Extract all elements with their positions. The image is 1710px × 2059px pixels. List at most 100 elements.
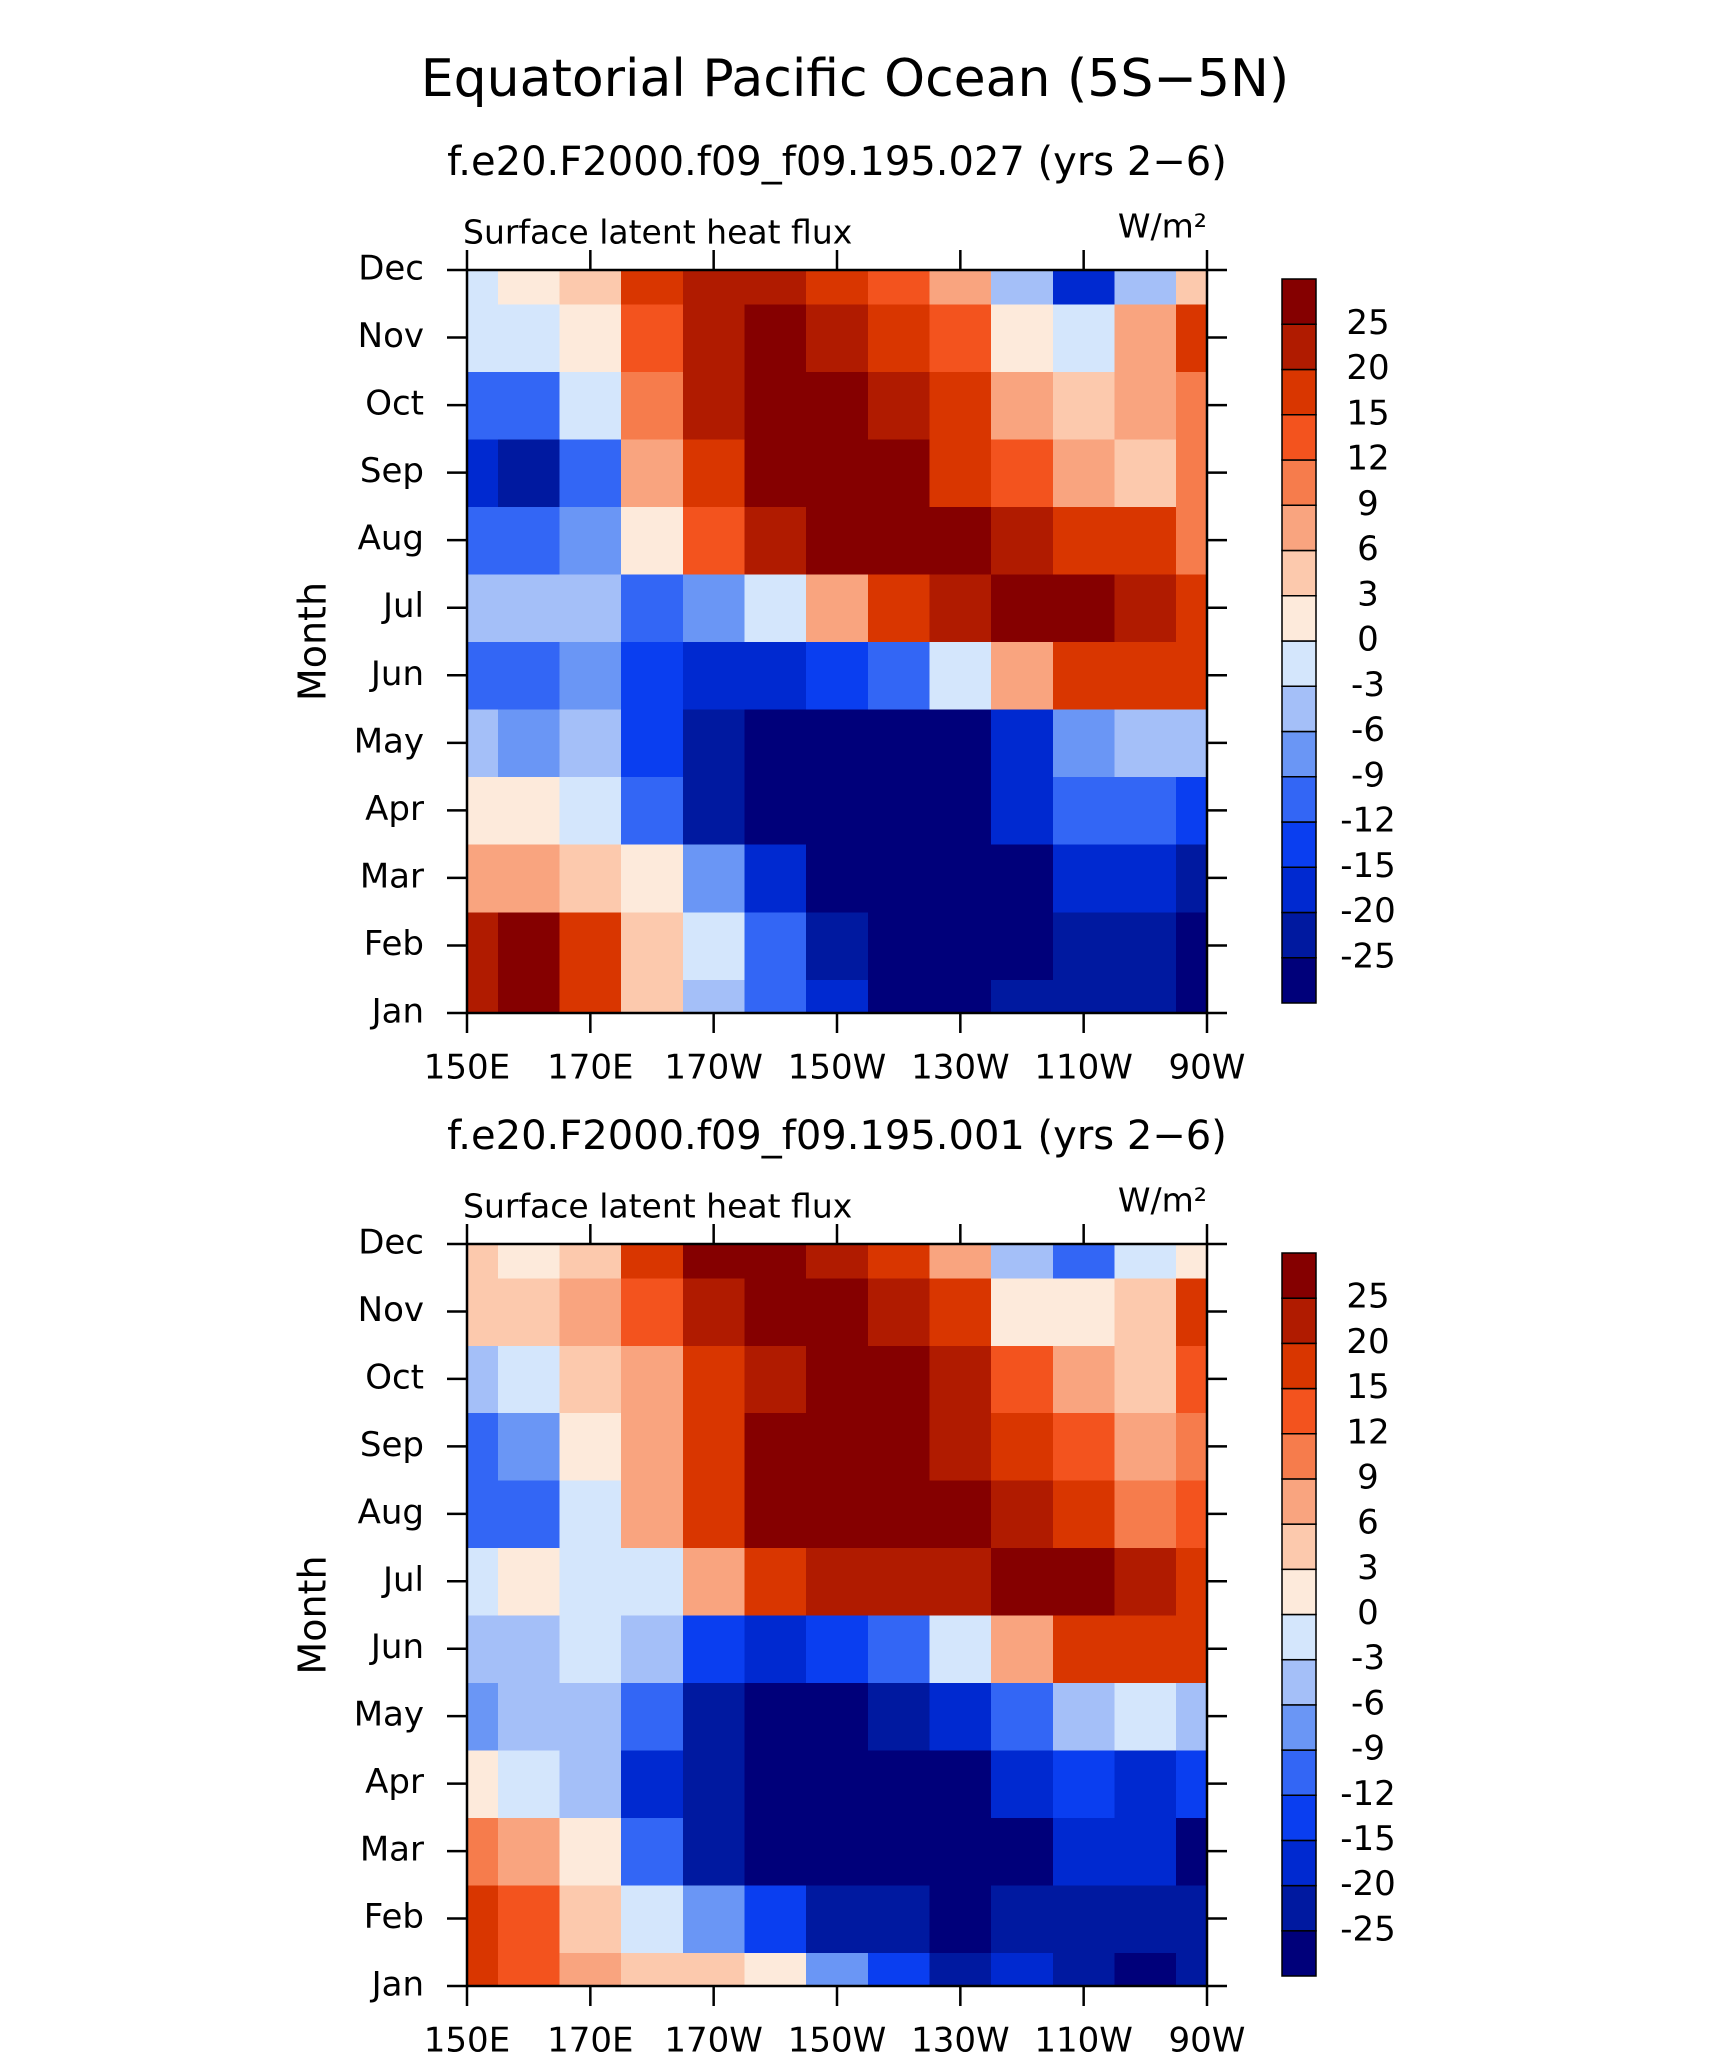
contour-cell [744,270,807,305]
y-tick-label: May [354,1695,424,1735]
contour-cell [929,1244,992,1279]
contour-cell [467,573,499,643]
contour-cell [991,709,1054,778]
contour-cell [806,1345,869,1414]
contour-cell [497,1817,561,1886]
contour-cell [1176,776,1208,845]
colorbar-label: 3 [1357,574,1379,614]
contour-cell [497,438,561,508]
contour-cell [621,844,684,913]
x-tick-label: 130W [911,2021,1010,2059]
contour-cell [1052,303,1116,372]
contour-cell [991,1277,1054,1346]
contour-cell [806,1244,869,1279]
contour-cell [929,438,992,508]
colorbar-box [1281,1658,1317,1706]
contour-cell [559,979,622,1014]
contour-cell [991,844,1054,913]
contour-cell [621,776,684,845]
y-tick-label: Nov [358,1290,424,1330]
colorbar-label: -9 [1351,1729,1385,1769]
colorbar-label: -25 [1340,936,1396,976]
contour-cell [497,776,561,845]
contour-cell [621,1412,684,1481]
contour-cell [744,979,807,1014]
contour-cell [559,1884,622,1953]
contour-cell [867,844,931,913]
contour-cell [806,1277,869,1346]
contour-cell [1176,1547,1208,1616]
contour-cell [1114,1615,1177,1684]
contour-cell [1114,1817,1177,1886]
contour-cell [467,506,499,575]
contour-cell [621,1749,684,1818]
contour-cell [1176,573,1208,643]
contour-cell [991,270,1054,305]
contour-cell [1052,1480,1116,1549]
x-tick-label: 170E [547,2021,633,2059]
contour-cell [621,438,684,508]
contour-cell [806,1817,869,1886]
contour-cell [806,1952,869,1987]
contour-cell [497,1277,561,1346]
contour-cell [929,371,992,440]
y-tick-label: Jun [369,1627,424,1667]
colorbar-label: -20 [1340,1864,1396,1904]
contour-cell [1052,979,1116,1014]
contour-cell [1176,1884,1208,1953]
contour-cell [806,709,869,778]
colorbar-box [1281,821,1317,868]
contour-cell [621,641,684,710]
contour-cell [1114,1244,1177,1279]
contour-cell [867,979,931,1014]
colorbar-box [1281,911,1317,959]
contour-cell [744,1244,807,1279]
contour-cell [682,844,746,913]
colorbar-box [1281,1794,1317,1842]
contour-cell [1052,1345,1116,1414]
colorbar-box [1281,1749,1317,1796]
contour-cell [1052,1884,1116,1953]
colorbar-box [1281,323,1317,371]
contour-cell [806,776,869,845]
contour-cell [497,1682,561,1751]
contour-cell [1114,270,1177,305]
contour-cell [1176,1952,1208,1987]
contour-cell [621,1884,684,1953]
contour-cell [467,371,499,440]
colorbar-label: -20 [1340,891,1396,931]
contour-cell [929,1480,992,1549]
contour-cell [929,506,992,575]
contour-cell [929,776,992,845]
contour-cell [1052,1682,1116,1751]
contour-cell [867,1884,931,1953]
contour-cell [991,438,1054,508]
contour-cell [1114,1884,1177,1953]
y-tick-label: Sep [360,451,424,491]
colorbar-label: 9 [1357,1457,1379,1497]
contour-cell [744,844,807,913]
contour-cell [1176,1277,1208,1346]
contour-cell [467,709,499,778]
contour-cell [806,1412,869,1481]
y-tick-label: Mar [360,1830,424,1870]
contour-cell [1052,776,1116,845]
contour-cell [559,1412,622,1481]
contour-cell [867,1952,931,1987]
contour-cell [867,641,931,710]
contour-cell [1052,1547,1116,1616]
contour-cell [467,1480,499,1549]
colorbar-box [1281,1252,1317,1299]
x-tick-label: 150W [788,2021,887,2059]
y-tick-label: Dec [358,249,424,289]
contour-cell [559,844,622,913]
contour-cell [744,1615,807,1684]
colorbar-label: 3 [1357,1548,1379,1588]
contour-cell [867,1817,931,1886]
y-axis-label: Month [291,582,335,701]
x-tick-label: 90W [1169,1048,1246,1088]
contour-cell [744,1277,807,1346]
contour-cell [467,844,499,913]
contour-cell [467,641,499,710]
contour-cell [867,1547,931,1616]
